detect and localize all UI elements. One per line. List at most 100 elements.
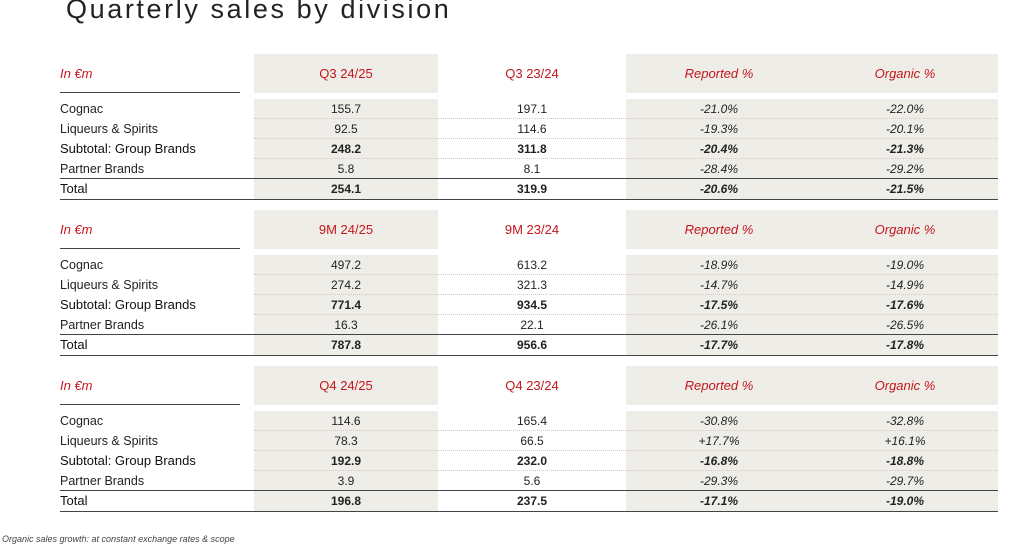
table-row: Liqueurs & Spirits 274.2 321.3 -14.7% -14.9% bbox=[0, 275, 1000, 295]
table-cell: 8.1 bbox=[523, 162, 541, 176]
table-cell: -14.9% bbox=[885, 278, 925, 292]
header-rule bbox=[60, 248, 240, 249]
table-cell: -17.7% bbox=[699, 338, 739, 352]
table-cell: 321.3 bbox=[516, 278, 548, 292]
table-cell: 787.8 bbox=[330, 338, 362, 352]
total-rule bbox=[60, 178, 998, 179]
sales-table: In €m 9M 24/25 9M 23/24 Reported % Organic %… bbox=[0, 210, 1000, 360]
table-cell: -26.5% bbox=[885, 318, 925, 332]
table-cell: 274.2 bbox=[330, 278, 362, 292]
page-title: Quarterly sales by division bbox=[66, 0, 452, 24]
table-cell: -17.1% bbox=[699, 494, 739, 508]
row-label: Liqueurs & Spirits bbox=[60, 122, 158, 136]
column-band bbox=[626, 411, 998, 511]
bottom-rule bbox=[60, 199, 998, 200]
table-body: Cognac 497.2 613.2 -18.9% -19.0% Liqueurs & S… bbox=[0, 255, 1000, 355]
column-header: 9M 24/25 bbox=[318, 222, 374, 237]
table-cell: -21.5% bbox=[885, 182, 925, 196]
table-cell: 114.6 bbox=[331, 414, 361, 428]
header-band bbox=[254, 366, 438, 405]
table-cell: 114.6 bbox=[517, 122, 547, 136]
table-cell: -29.7% bbox=[885, 474, 925, 488]
table-cell: 237.5 bbox=[516, 494, 548, 508]
row-label: Partner Brands bbox=[60, 474, 145, 488]
table-cell: -21.3% bbox=[885, 142, 925, 156]
table-row: Total 196.8 237.5 -17.1% -19.0% bbox=[0, 491, 1000, 511]
table-cell: -17.8% bbox=[885, 338, 925, 352]
row-label: Total bbox=[60, 493, 88, 508]
table-row: Cognac 155.7 197.1 -21.0% -22.0% bbox=[0, 99, 1000, 119]
header-rule bbox=[60, 92, 240, 93]
table-row: Partner Brands 3.9 5.6 -29.3% -29.7% bbox=[0, 471, 1000, 491]
row-label: Subtotal: Group Brands bbox=[60, 297, 196, 312]
header-band bbox=[626, 366, 998, 405]
column-band bbox=[254, 255, 438, 355]
table-cell: -18.8% bbox=[885, 454, 925, 468]
table-cell: -29.3% bbox=[699, 474, 739, 488]
table-cell: -22.0% bbox=[885, 102, 925, 116]
total-rule bbox=[60, 490, 998, 491]
total-rule bbox=[60, 334, 998, 335]
row-label: Cognac bbox=[60, 258, 104, 272]
table-cell: 16.3 bbox=[334, 318, 358, 332]
header-band bbox=[254, 210, 438, 249]
table-cell: 311.8 bbox=[517, 142, 547, 156]
table-cell: 78.3 bbox=[334, 434, 358, 448]
sales-table: In €m Q4 24/25 Q4 23/24 Reported % Organic %… bbox=[0, 366, 1000, 516]
table-cell: -21.0% bbox=[699, 102, 739, 116]
row-label: Partner Brands bbox=[60, 162, 145, 176]
bottom-rule bbox=[60, 355, 998, 356]
unit-label: In €m bbox=[60, 66, 93, 81]
table-cell: 254.1 bbox=[330, 182, 362, 196]
table-cell: 5.8 bbox=[337, 162, 355, 176]
row-label: Liqueurs & Spirits bbox=[60, 434, 158, 448]
column-header: Organic % bbox=[874, 378, 936, 393]
table-body: Cognac 114.6 165.4 -30.8% -32.8% Liqueurs & S… bbox=[0, 411, 1000, 511]
column-header: Q3 23/24 bbox=[505, 66, 559, 81]
bottom-rule bbox=[60, 511, 998, 512]
column-header: Reported % bbox=[684, 222, 754, 237]
table-cell: 956.6 bbox=[516, 338, 548, 352]
header-band bbox=[626, 210, 998, 249]
row-label: Total bbox=[60, 337, 88, 352]
table-cell: -30.8% bbox=[699, 414, 739, 428]
table-row: Partner Brands 16.3 22.1 -26.1% -26.5% bbox=[0, 315, 1000, 335]
sales-table: In €m Q3 24/25 Q3 23/24 Reported % Organic %… bbox=[0, 54, 1000, 204]
column-band bbox=[254, 411, 438, 511]
table-cell: -14.7% bbox=[699, 278, 739, 292]
table-cell: -19.3% bbox=[699, 122, 739, 136]
table-cell: -17.6% bbox=[885, 298, 925, 312]
column-header: 9M 23/24 bbox=[504, 222, 560, 237]
table-cell: -29.2% bbox=[885, 162, 925, 176]
table-cell: 771.4 bbox=[330, 298, 362, 312]
table-cell: 22.1 bbox=[520, 318, 544, 332]
row-label: Cognac bbox=[60, 414, 104, 428]
table-row: Subtotal: Group Brands 248.2 311.8 -20.4% -2… bbox=[0, 139, 1000, 159]
table-row: Cognac 497.2 613.2 -18.9% -19.0% bbox=[0, 255, 1000, 275]
table-cell: 3.9 bbox=[337, 474, 355, 488]
table-cell: 232.0 bbox=[516, 454, 548, 468]
column-header: Q3 24/25 bbox=[319, 66, 373, 81]
column-band bbox=[626, 99, 998, 199]
row-label: Partner Brands bbox=[60, 318, 145, 332]
table-cell: 197.1 bbox=[516, 102, 548, 116]
column-header: Reported % bbox=[684, 66, 754, 81]
table-cell: -20.4% bbox=[699, 142, 739, 156]
table-cell: +16.1% bbox=[884, 434, 926, 448]
table-body: Cognac 155.7 197.1 -21.0% -22.0% Liqueurs & S… bbox=[0, 99, 1000, 199]
table-cell: 66.5 bbox=[520, 434, 544, 448]
header-rule bbox=[60, 404, 240, 405]
table-row: Subtotal: Group Brands 771.4 934.5 -17.5% -1… bbox=[0, 295, 1000, 315]
column-band bbox=[626, 255, 998, 355]
row-label: Total bbox=[60, 181, 88, 196]
table-cell: -32.8% bbox=[885, 414, 925, 428]
column-header: Q4 23/24 bbox=[505, 378, 559, 393]
table-row: Liqueurs & Spirits 78.3 66.5 +17.7% +16.1% bbox=[0, 431, 1000, 451]
table-cell: -28.4% bbox=[699, 162, 739, 176]
header-band bbox=[626, 54, 998, 93]
table-cell: 248.2 bbox=[330, 142, 362, 156]
table-cell: 165.4 bbox=[516, 414, 548, 428]
table-cell: -26.1% bbox=[699, 318, 739, 332]
column-header: Organic % bbox=[874, 66, 936, 81]
table-cell: -19.0% bbox=[885, 258, 925, 272]
